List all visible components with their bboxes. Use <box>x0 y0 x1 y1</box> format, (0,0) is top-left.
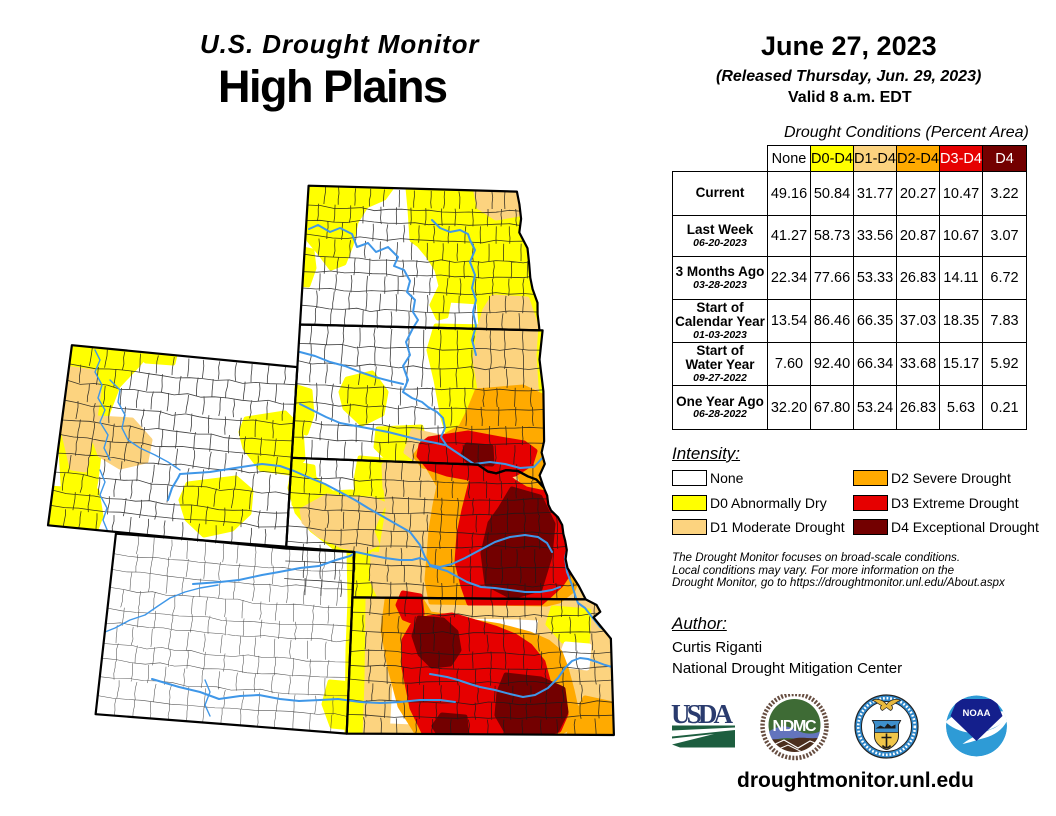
svg-text:USDA: USDA <box>671 699 734 729</box>
svg-text:NOAA: NOAA <box>963 708 991 719</box>
svg-text:NDMC: NDMC <box>773 718 817 735</box>
